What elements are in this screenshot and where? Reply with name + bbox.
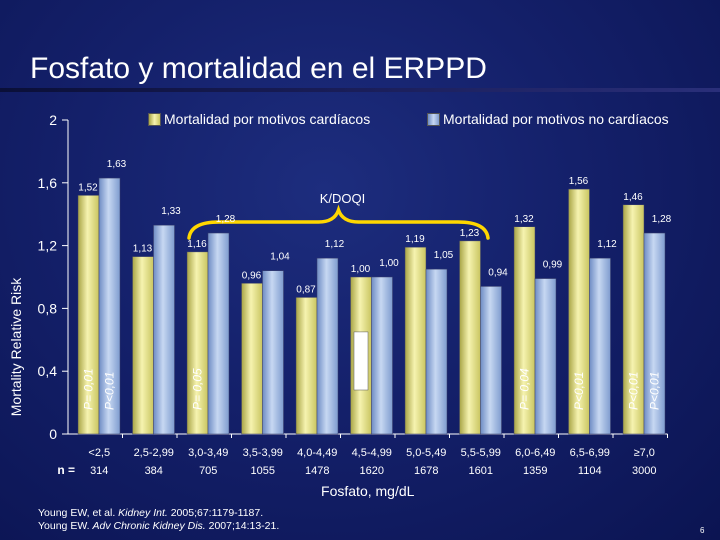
x-tick-label: <2,5 [88, 447, 110, 459]
data-label-cardiac: 1,32 [514, 214, 534, 225]
bar-noncardiac [371, 276, 393, 435]
y-tick-label: 0 [49, 426, 57, 442]
data-label-cardiac: 1,52 [78, 182, 98, 193]
n-value: 1104 [578, 465, 602, 477]
bar-noncardiac [589, 257, 611, 435]
x-tick-label: 5,5-5,99 [461, 447, 501, 459]
data-label-noncardiac: 1,04 [270, 252, 290, 263]
bar-cardiac [295, 297, 318, 435]
x-tick-label: 4,0-4,49 [297, 447, 337, 459]
footnote-reference-1: Young EW, et al. Kidney Int. 2005;67:117… [38, 507, 263, 519]
page-number: 6 [700, 526, 705, 535]
slide-title: Fosfato y mortalidad en el ERPPD [30, 52, 487, 85]
x-tick-label: 4,5-4,99 [352, 447, 392, 459]
bar-cardiac [459, 240, 481, 435]
data-label-noncardiac: 1,28 [216, 214, 236, 225]
y-tick-label: 1,2 [38, 238, 58, 254]
data-label-cardiac: 1,23 [460, 228, 480, 239]
bar-noncardiac [425, 268, 448, 435]
data-label-cardiac: 1,13 [133, 244, 153, 255]
footnote-1-citation: 2005;67:1179-1187. [167, 507, 264, 519]
bar-noncardiac [153, 224, 175, 435]
y-tick-label: 0,4 [38, 363, 58, 379]
n-value: 1601 [469, 465, 493, 477]
legend-noncardiac-swatch [427, 113, 440, 126]
legend-cardiac-swatch [148, 113, 161, 126]
n-value: 1620 [360, 465, 384, 477]
x-tick-label: 5,0-5,49 [406, 447, 446, 459]
n-value: 1055 [251, 465, 275, 477]
bar-cardiac [132, 256, 154, 435]
p-value-annotation: P<0,01 [103, 372, 117, 410]
footnote-2-citation: 2007;14:13-21. [205, 520, 280, 532]
reference-box [353, 331, 369, 391]
data-label-noncardiac: 1,28 [652, 214, 672, 225]
data-label-cardiac: 0,87 [296, 284, 316, 295]
bar-noncardiac [643, 232, 666, 435]
footnote-1-authors: Young EW, et al. [38, 507, 119, 519]
p-value-annotation: Referencia [356, 334, 368, 388]
legend-cardiac-label: Mortalidad por motivos cardíacos [164, 111, 371, 127]
p-value-annotation: P= 0,05 [191, 368, 205, 410]
bar-noncardiac [207, 232, 230, 435]
bar-noncardiac [98, 177, 121, 435]
n-label: n = [57, 463, 75, 477]
n-value: 1478 [305, 465, 329, 477]
data-label-cardiac: 1,16 [187, 239, 207, 250]
footnote-1-journal: Kidney Int. [118, 507, 168, 519]
y-tick-label: 2 [49, 112, 57, 128]
kdoqi-label: K/DOQI [320, 191, 366, 206]
x-tick-label: 3,5-3,99 [243, 447, 283, 459]
data-label-noncardiac: 1,12 [325, 239, 345, 250]
footnote-2-journal: Adv Chronic Kidney Dis. [92, 520, 206, 532]
n-value: 314 [90, 465, 108, 477]
bar-noncardiac [534, 278, 557, 435]
data-label-noncardiac: 1,05 [434, 250, 454, 261]
y-tick-label: 0,8 [38, 300, 58, 316]
x-tick-label: ≥7,0 [634, 447, 655, 459]
data-label-cardiac: 1,56 [569, 176, 589, 187]
x-tick-label: 2,5-2,99 [134, 447, 174, 459]
p-value-annotation: P= 0,01 [82, 368, 96, 410]
bar-cardiac [241, 283, 263, 435]
data-label-noncardiac: 1,63 [107, 159, 127, 170]
kdoqi-bracket [187, 204, 490, 240]
data-label-cardiac: 1,00 [351, 264, 371, 275]
n-value: 3000 [632, 465, 656, 477]
y-axis-title: Mortality Relative Risk [8, 277, 24, 416]
p-value-annotation: P= 0,04 [518, 368, 532, 410]
n-value: 384 [145, 465, 163, 477]
p-value-annotation: P<0,01 [648, 372, 662, 410]
n-value: 1359 [523, 465, 547, 477]
bar-noncardiac [262, 270, 284, 435]
x-tick-label: 3,0-3,49 [188, 447, 228, 459]
legend-noncardiac-label: Mortalidad por motivos no cardíacos [443, 111, 669, 127]
y-tick-label: 1,6 [38, 175, 58, 191]
p-value-annotation: P<0,01 [572, 372, 586, 410]
data-label-noncardiac: 1,00 [379, 258, 399, 269]
bar-noncardiac [480, 286, 502, 435]
x-tick-label: 6,5-6,99 [570, 447, 610, 459]
x-tick-label: 6,0-6,49 [515, 447, 555, 459]
data-label-noncardiac: 1,33 [161, 206, 181, 217]
data-label-noncardiac: 1,12 [597, 239, 617, 250]
title-divider [0, 88, 720, 92]
p-value-annotation: P<0,01 [627, 372, 641, 410]
bar-cardiac [404, 246, 427, 435]
data-label-noncardiac: 0,94 [488, 267, 508, 278]
data-label-cardiac: 1,46 [623, 192, 643, 203]
footnote-reference-2: Young EW. Adv Chronic Kidney Dis. 2007;1… [38, 520, 279, 532]
footnote-2-authors: Young EW. [38, 520, 93, 532]
bar-noncardiac [316, 257, 339, 435]
data-label-cardiac: 1,19 [405, 234, 425, 245]
x-axis-title: Fosfato, mg/dL [321, 483, 415, 499]
n-value: 1678 [414, 465, 438, 477]
n-value: 705 [199, 465, 217, 477]
data-label-cardiac: 0,96 [242, 270, 262, 281]
data-label-noncardiac: 0,99 [543, 260, 563, 271]
